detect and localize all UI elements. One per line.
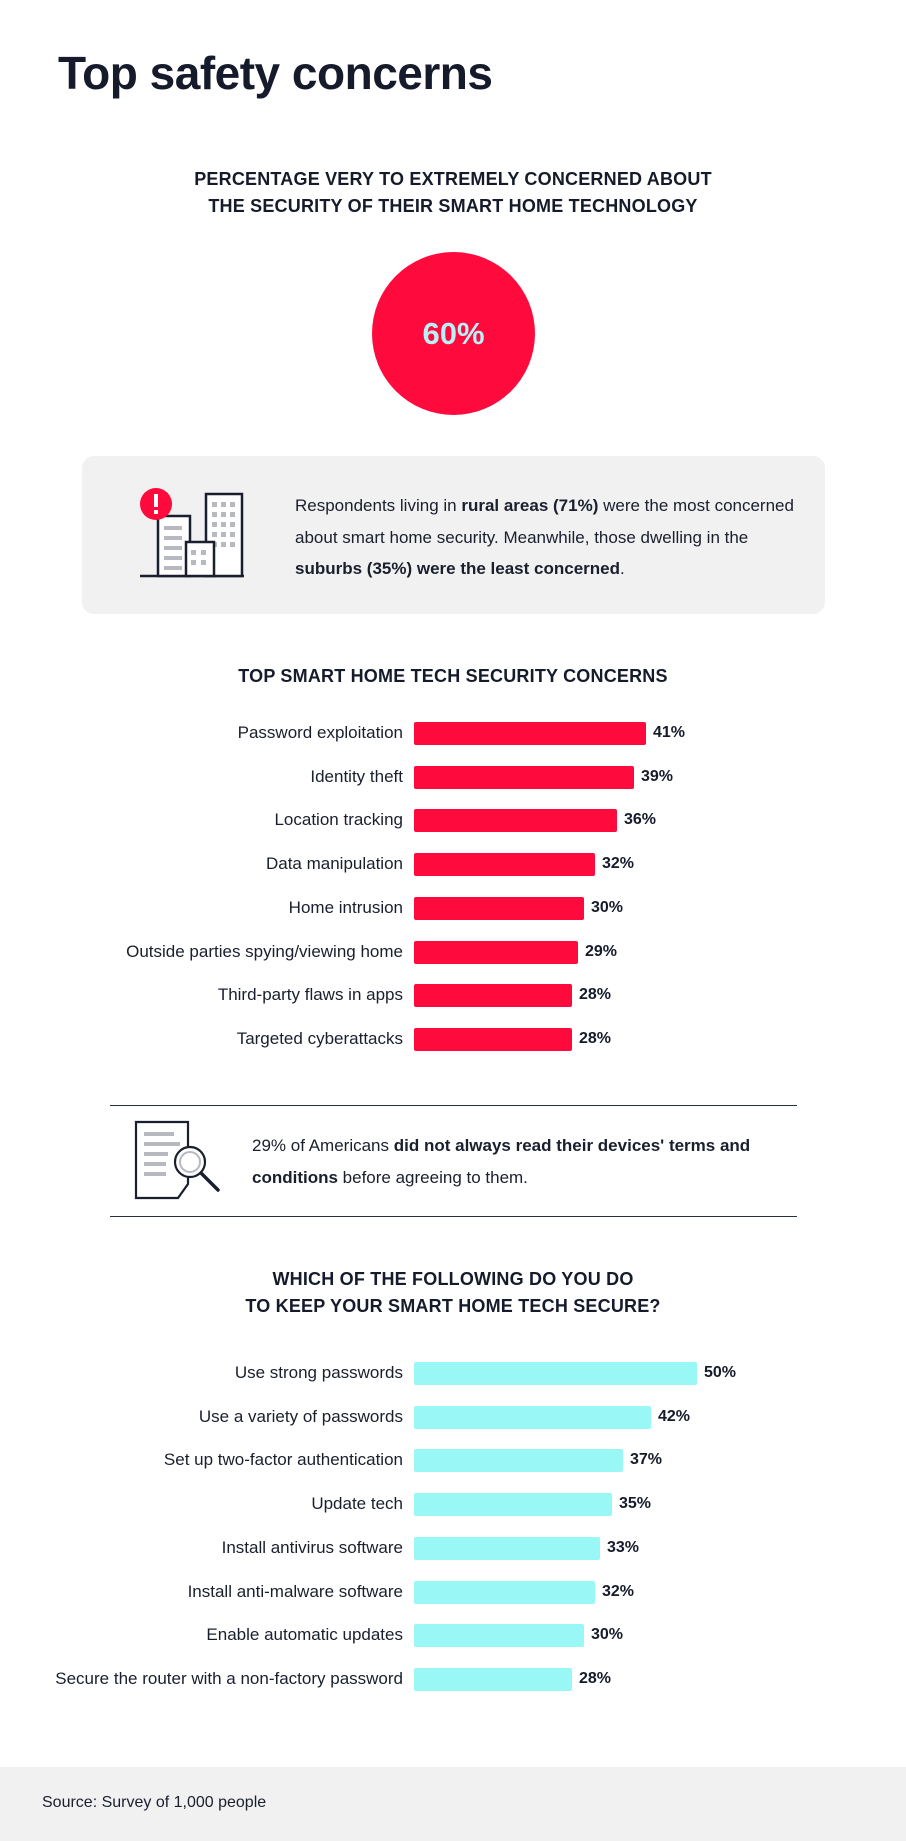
action-row: Install anti-malware software 32% <box>0 1570 906 1614</box>
headline-heading: PERCENTAGE VERY TO EXTREMELY CONCERNED A… <box>0 166 906 220</box>
concern-bar <box>414 1027 572 1051</box>
actions-chart-title-line-2: TO KEEP YOUR SMART HOME TECH SECURE? <box>245 1296 661 1316</box>
concern-value-label: 30% <box>591 898 624 916</box>
action-value-label: 33% <box>607 1538 640 1556</box>
action-value-label: 35% <box>619 1495 652 1513</box>
concern-value-label: 28% <box>579 986 612 1004</box>
concern-bar <box>414 984 572 1008</box>
action-category-label: Install antivirus software <box>221 1537 403 1557</box>
concern-value-label: 41% <box>653 724 686 741</box>
callout-text: Respondents living in rural areas (71%) … <box>295 496 794 578</box>
action-bar <box>414 1667 572 1691</box>
headline-stat-circle: 60% <box>372 252 535 415</box>
action-category-label: Install anti-malware software <box>187 1581 403 1601</box>
rural-suburbs-callout: Respondents living in rural areas (71%) … <box>82 456 825 614</box>
footer: Source: Survey of 1,000 people <box>0 1767 906 1841</box>
concern-row: Location tracking 36% <box>0 798 906 842</box>
action-row: Set up two-factor authentication 37% <box>0 1438 906 1482</box>
concern-value-label: 39% <box>641 767 674 785</box>
actions-chart-title: WHICH OF THE FOLLOWING DO YOU DO TO KEEP… <box>0 1266 906 1320</box>
concern-bar <box>414 896 584 920</box>
action-bar <box>414 1536 600 1560</box>
divider-top <box>110 1105 797 1106</box>
action-row: Use a variety of passwords 42% <box>0 1395 906 1439</box>
action-bar <box>414 1449 623 1473</box>
headline-line-1: PERCENTAGE VERY TO EXTREMELY CONCERNED A… <box>194 169 712 189</box>
action-row: Use strong passwords 50% <box>0 1351 906 1395</box>
concern-value-label: 36% <box>624 811 657 829</box>
concern-row: Outside parties spying/viewing home 29% <box>0 930 906 974</box>
action-category-label: Use a variety of passwords <box>198 1406 403 1426</box>
action-value-label: 30% <box>591 1626 624 1644</box>
buildings-alert-icon <box>140 488 244 578</box>
document-magnifier-icon <box>134 1120 220 1200</box>
concern-category-label: Third-party flaws in apps <box>217 985 403 1005</box>
action-category-label: Set up two-factor authentication <box>163 1450 403 1470</box>
divider-bottom <box>110 1216 797 1217</box>
action-bar <box>414 1624 584 1648</box>
action-row: Secure the router with a non-factory pas… <box>0 1657 906 1701</box>
actions-chart-title-line-1: WHICH OF THE FOLLOWING DO YOU DO <box>272 1269 634 1289</box>
concern-category-label: Data manipulation <box>265 854 403 874</box>
action-bar <box>414 1362 697 1385</box>
concern-row: Home intrusion 30% <box>0 886 906 930</box>
headline-line-2: THE SECURITY OF THEIR SMART HOME TECHNOL… <box>208 196 698 216</box>
source-note: Source: Survey of 1,000 people <box>42 1794 267 1811</box>
action-category-label: Use strong passwords <box>234 1363 403 1382</box>
concern-row: Data manipulation 32% <box>0 842 906 886</box>
page-title: Top safety concerns <box>58 47 493 99</box>
action-row: Update tech 35% <box>0 1482 906 1526</box>
terms-callout-text: 29% of Americans did not always read the… <box>252 1136 751 1187</box>
action-row: Enable automatic updates 30% <box>0 1613 906 1657</box>
concern-row: Identity theft 39% <box>0 755 906 799</box>
concern-row: Password exploitation 41% <box>0 711 906 755</box>
action-value-label: 32% <box>602 1582 635 1600</box>
headline-stat-value: 60% <box>422 315 485 351</box>
concern-category-label: Targeted cyberattacks <box>236 1028 403 1048</box>
action-value-label: 42% <box>658 1407 691 1425</box>
concern-category-label: Identity theft <box>310 766 403 786</box>
concern-category-label: Home intrusion <box>288 897 403 917</box>
action-bar <box>414 1493 612 1517</box>
concern-value-label: 28% <box>579 1029 612 1047</box>
concern-value-label: 32% <box>602 855 635 873</box>
action-bar <box>414 1580 595 1604</box>
action-value-label: 28% <box>579 1669 612 1687</box>
concerns-chart-title: TOP SMART HOME TECH SECURITY CONCERNS <box>238 666 668 686</box>
action-value-label: 37% <box>630 1451 663 1469</box>
concern-category-label: Outside parties spying/viewing home <box>126 941 403 961</box>
concern-category-label: Location tracking <box>274 810 403 830</box>
concern-bar <box>414 765 634 789</box>
action-category-label: Secure the router with a non-factory pas… <box>55 1668 403 1688</box>
concern-value-label: 29% <box>585 942 618 960</box>
concern-bar <box>414 940 578 964</box>
concern-bar <box>414 722 646 745</box>
concern-row: Targeted cyberattacks 28% <box>0 1017 906 1061</box>
action-row: Install antivirus software 33% <box>0 1526 906 1570</box>
action-value-label: 50% <box>704 1364 737 1381</box>
concern-category-label: Password exploitation <box>237 723 403 742</box>
action-category-label: Update tech <box>311 1494 403 1514</box>
concern-bar <box>414 809 617 833</box>
concern-bar <box>414 853 595 877</box>
action-bar <box>414 1405 651 1429</box>
action-category-label: Enable automatic updates <box>206 1625 403 1645</box>
concern-row: Third-party flaws in apps 28% <box>0 973 906 1017</box>
